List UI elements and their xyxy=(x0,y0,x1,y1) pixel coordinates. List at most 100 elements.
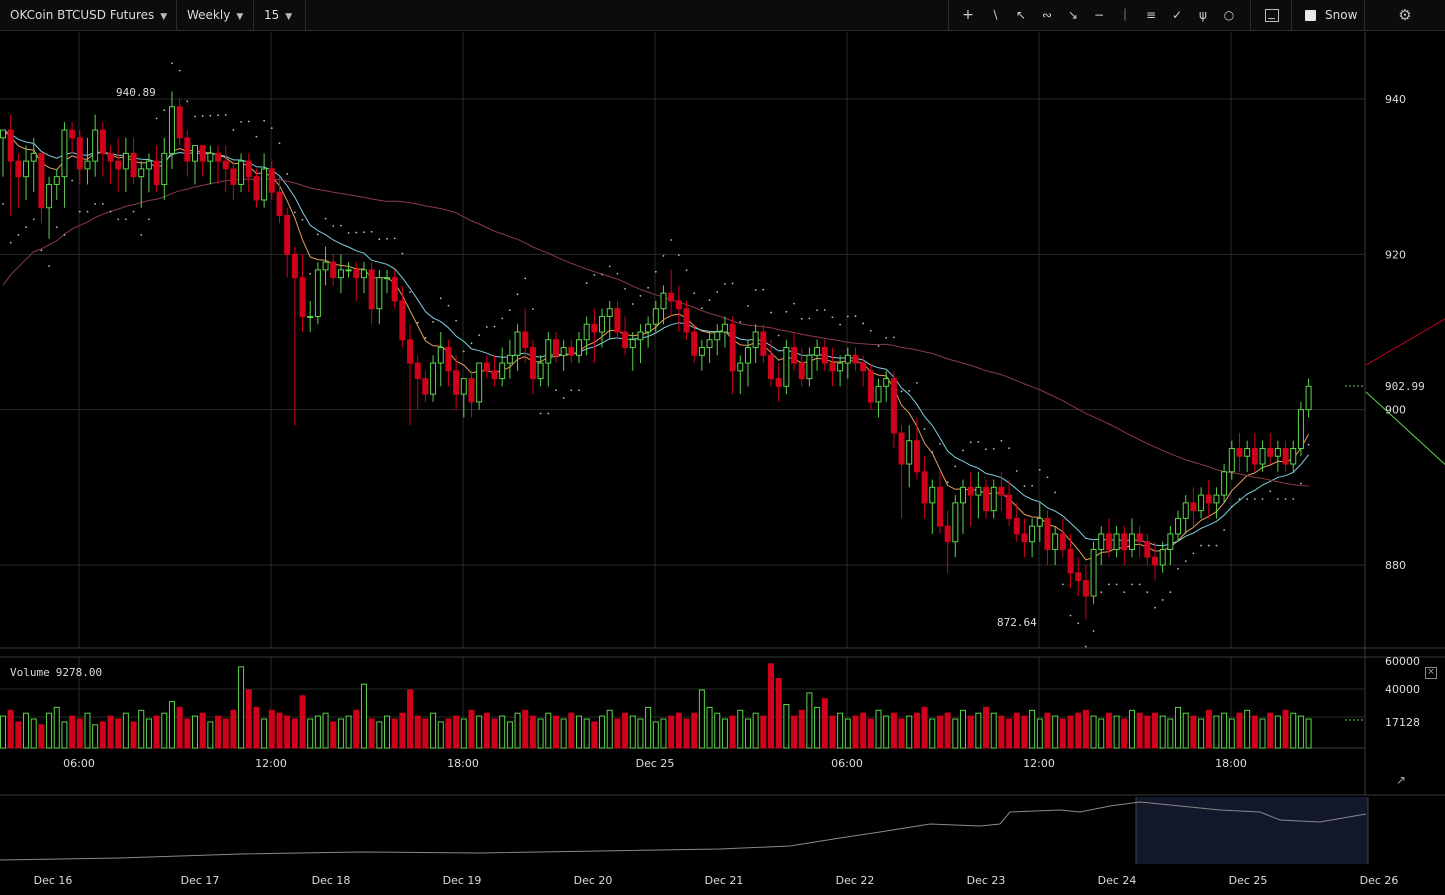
sar-dot xyxy=(1292,498,1295,500)
volume-bar xyxy=(1159,715,1166,749)
candle xyxy=(476,362,483,410)
volume-bar xyxy=(744,718,751,749)
volume-bar xyxy=(122,712,129,749)
volume-bar xyxy=(906,715,913,749)
volume-bar xyxy=(414,715,421,749)
candle xyxy=(1067,533,1074,589)
volume-bar xyxy=(990,712,997,749)
candle-body xyxy=(960,486,966,504)
sar-dot xyxy=(309,272,312,275)
sar-dot xyxy=(1223,529,1226,531)
circle-tool-icon[interactable]: ○ xyxy=(1223,8,1235,22)
candle-body xyxy=(238,160,245,185)
candle xyxy=(168,91,175,169)
candle xyxy=(1228,440,1235,480)
candle xyxy=(215,145,222,185)
sar-dot xyxy=(808,317,811,320)
candle xyxy=(591,308,598,364)
volume-bar xyxy=(806,692,813,749)
volume-bar xyxy=(268,709,275,749)
candle xyxy=(407,324,414,426)
price-chart[interactable]: 940 920 900 880 60000 40000 17128 06:00 12:00 18:… xyxy=(0,31,1445,895)
long-ma-line xyxy=(2,178,1309,487)
interval-selector[interactable]: 15 ▼ xyxy=(254,0,306,31)
volume-bar xyxy=(1029,709,1036,749)
candle-body xyxy=(514,331,521,356)
candle xyxy=(384,269,390,294)
navigator-selection xyxy=(1136,797,1368,864)
volume-bar xyxy=(1006,718,1013,749)
candle xyxy=(691,324,698,364)
candle xyxy=(583,316,590,356)
candle xyxy=(1090,541,1097,604)
volume-bar xyxy=(330,721,337,749)
candle xyxy=(721,316,728,348)
indicator-button[interactable] xyxy=(1252,0,1292,31)
volume-bar xyxy=(652,721,659,749)
candle xyxy=(1098,526,1105,565)
sar-dot xyxy=(1161,599,1164,601)
volume-bar xyxy=(99,721,106,749)
volume-bar xyxy=(30,718,37,749)
candle xyxy=(353,262,360,301)
candle xyxy=(729,316,736,395)
volume-bar xyxy=(1013,712,1020,749)
arrow-tool-icon[interactable]: ↘ xyxy=(1067,8,1079,22)
candle xyxy=(1036,502,1043,542)
candle xyxy=(883,370,890,402)
symbol-selector[interactable]: OKCoin BTCUSD Futures ▼ xyxy=(0,0,177,31)
candle xyxy=(791,332,798,371)
gear-icon[interactable]: ⚙ xyxy=(1398,6,1412,24)
expand-icon[interactable]: ↗ xyxy=(1396,773,1407,787)
vertical-line-tool-icon[interactable]: ｜ xyxy=(1118,8,1131,22)
time-axis-label: 12:00 xyxy=(1023,757,1055,770)
curve-tool-icon[interactable]: ∾ xyxy=(1041,8,1053,22)
volume-bar xyxy=(545,712,552,749)
candle-body xyxy=(23,160,30,178)
candle xyxy=(568,339,575,364)
sar-dot xyxy=(416,321,419,324)
pitchfork-tool-icon[interactable]: ψ xyxy=(1199,8,1207,22)
candle xyxy=(38,152,45,224)
candle-body xyxy=(744,347,751,364)
snow-toggle[interactable]: Snow xyxy=(1293,0,1365,31)
sar-dot xyxy=(48,265,50,267)
candle xyxy=(307,300,314,332)
crosshair-tool-icon[interactable]: + xyxy=(962,7,974,23)
close-icon[interactable]: × xyxy=(1425,667,1437,679)
snow-checkbox[interactable] xyxy=(1305,10,1316,21)
candle xyxy=(921,456,928,519)
sar-dot xyxy=(401,252,404,255)
volume-bar xyxy=(983,706,990,749)
sar-dot xyxy=(1300,482,1302,485)
candle-body xyxy=(184,137,191,162)
channel-tool-icon[interactable]: ≡ xyxy=(1145,8,1157,22)
sar-dot xyxy=(132,210,135,213)
time-axis-label: 18:00 xyxy=(1215,757,1247,770)
period-selector[interactable]: Weekly ▼ xyxy=(177,0,254,31)
upper-band-line xyxy=(1365,318,1445,366)
ray-tool-icon[interactable]: ↖ xyxy=(1015,8,1027,22)
sar-dot xyxy=(270,127,273,130)
sar-dot xyxy=(1177,567,1179,570)
candle xyxy=(230,161,237,200)
sar-dot xyxy=(232,129,235,131)
sar-dot xyxy=(985,448,987,451)
candle xyxy=(69,122,76,154)
horizontal-line-tool-icon[interactable]: − xyxy=(1093,8,1105,22)
candle xyxy=(1159,541,1166,573)
candle xyxy=(1136,526,1143,558)
candle xyxy=(1175,510,1182,542)
candle xyxy=(890,370,897,449)
volume-bar xyxy=(168,701,175,749)
trendline-tool-icon[interactable]: ∖ xyxy=(991,8,999,22)
sar-dot xyxy=(109,210,112,213)
candle xyxy=(645,316,652,348)
fan-tool-icon[interactable]: ✓ xyxy=(1171,8,1183,22)
candle-body xyxy=(1251,448,1258,465)
candle-body xyxy=(1128,533,1135,550)
volume-bar xyxy=(591,721,598,749)
candle-body xyxy=(921,471,928,504)
volume-bar xyxy=(453,715,460,749)
sar-dot xyxy=(1031,484,1034,487)
